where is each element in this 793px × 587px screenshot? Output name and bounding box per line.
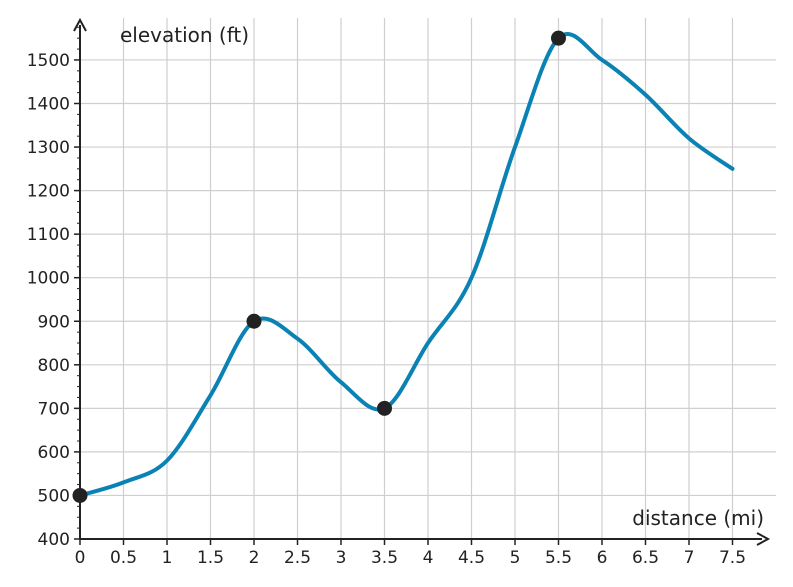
y-tick-label: 800 — [38, 356, 70, 376]
y-axis-label: elevation (ft) — [120, 23, 249, 47]
y-tick-label: 1000 — [27, 269, 70, 289]
x-tick-label: 0 — [75, 548, 86, 568]
series-line — [78, 32, 735, 498]
data-point-marker — [551, 30, 566, 46]
y-tick-label: 1400 — [27, 95, 70, 115]
tick-labels: 0 0.5 1 1.5 2 2.5 3 3.5 4 4.5 5 5.5 6 6.5 7 7.5 400 500 60… — [27, 51, 746, 568]
x-axis-label: distance (mi) — [632, 506, 764, 530]
x-tick-label: 0.5 — [110, 548, 137, 568]
axes — [73, 17, 771, 546]
y-tick-label: 1300 — [27, 138, 70, 158]
x-tick-label: 2 — [249, 548, 260, 568]
y-axis-arrow — [73, 17, 87, 32]
y-tick-label: 600 — [38, 443, 70, 463]
y-tick-label: 700 — [38, 399, 70, 419]
x-tick-label: 6.5 — [632, 548, 659, 568]
y-tick-label: 1200 — [27, 182, 70, 202]
x-tick-label: 6 — [597, 548, 608, 568]
x-tick-label: 1.5 — [197, 548, 224, 568]
x-axis-arrow — [756, 532, 771, 546]
grid — [80, 18, 776, 539]
x-tick-label: 4.5 — [458, 548, 485, 568]
y-tick-label: 500 — [38, 486, 70, 506]
x-tick-label: 1 — [162, 548, 173, 568]
y-tick-label: 400 — [38, 530, 70, 550]
x-tick-label: 7 — [684, 548, 695, 568]
data-point-marker — [377, 400, 392, 416]
y-tick-label: 900 — [38, 312, 70, 332]
series-group — [78, 32, 735, 498]
x-tick-label: 7.5 — [719, 548, 746, 568]
x-tick-label: 2.5 — [284, 548, 311, 568]
x-tick-label: 5.5 — [545, 548, 572, 568]
x-tick-label: 4 — [423, 548, 434, 568]
ticks — [74, 26, 734, 545]
y-tick-label: 1100 — [27, 225, 70, 245]
data-point-marker — [72, 487, 88, 503]
x-tick-label: 3.5 — [371, 548, 398, 568]
y-tick-label: 1500 — [27, 51, 70, 71]
data-point-marker — [246, 313, 262, 329]
x-tick-label: 3 — [336, 548, 347, 568]
x-tick-label: 5 — [510, 548, 521, 568]
markers-group — [72, 30, 566, 503]
